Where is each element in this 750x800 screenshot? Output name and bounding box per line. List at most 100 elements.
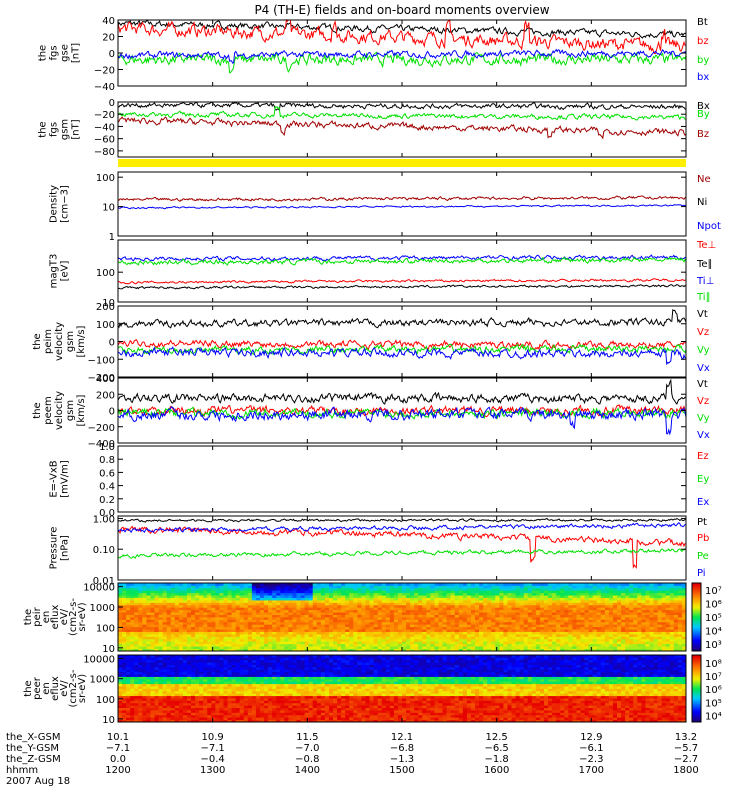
spectrogram-cell bbox=[328, 602, 334, 606]
spectrogram-cell bbox=[673, 636, 679, 640]
spectrogram-cell bbox=[625, 643, 630, 647]
spectrogram-cell bbox=[199, 600, 204, 603]
spectrogram-cell bbox=[280, 614, 285, 618]
spectrogram-cell bbox=[337, 631, 342, 635]
spectrogram-cell bbox=[438, 646, 443, 649]
series-line-by bbox=[117, 51, 687, 74]
spectrogram-cell bbox=[195, 674, 200, 677]
spectrogram-cell bbox=[580, 629, 585, 632]
spectrogram-cell bbox=[178, 662, 184, 665]
spectrogram-cell bbox=[337, 602, 342, 606]
spectrogram-cell bbox=[288, 607, 293, 611]
spectrogram-cell bbox=[170, 710, 176, 713]
spectrogram-cell bbox=[203, 634, 208, 637]
spectrogram-cell bbox=[544, 604, 549, 608]
y-tick-label: 0.10 bbox=[93, 545, 115, 556]
spectrogram-cell bbox=[556, 617, 561, 620]
spectrogram-cell bbox=[146, 643, 151, 647]
spectrogram-cell bbox=[560, 643, 565, 647]
spectrogram-cell bbox=[426, 617, 431, 620]
spectrogram-cell bbox=[320, 634, 326, 637]
spectrogram-cell bbox=[178, 607, 184, 611]
spectrogram-cell bbox=[389, 609, 395, 613]
spectrogram-cell bbox=[657, 609, 663, 613]
legend-Vt: Vt bbox=[697, 309, 708, 320]
spectrogram-cell bbox=[272, 648, 277, 652]
spectrogram-cell bbox=[604, 617, 610, 620]
spectrogram-cell bbox=[215, 688, 220, 692]
spectrogram-cell bbox=[600, 621, 606, 625]
spectrogram-cell bbox=[527, 641, 533, 645]
spectrogram-cell bbox=[462, 624, 468, 628]
spectrogram-cell bbox=[657, 597, 663, 601]
spectrogram-cell bbox=[495, 638, 500, 642]
spectrogram-cell bbox=[122, 690, 127, 694]
spectrogram-cell bbox=[158, 659, 164, 663]
spectrogram-cell bbox=[186, 683, 192, 687]
spectrogram-cell bbox=[373, 629, 379, 632]
spectrogram-cell bbox=[235, 643, 241, 647]
spectrogram-cell bbox=[118, 688, 123, 692]
spectrogram-cell bbox=[406, 592, 411, 596]
spectrogram-cell bbox=[312, 643, 318, 647]
spectrogram-cell bbox=[539, 643, 545, 647]
spectrogram-cell bbox=[511, 602, 516, 606]
spectrogram-cell bbox=[410, 621, 415, 625]
spectrogram-cell bbox=[231, 600, 237, 603]
spectrogram-cell bbox=[617, 621, 622, 625]
spectrogram-cell bbox=[304, 587, 310, 591]
spectrogram-cell bbox=[199, 636, 204, 640]
spectrogram-cell bbox=[118, 590, 123, 594]
spectrogram-cell bbox=[150, 659, 155, 663]
colorbar-cell bbox=[692, 645, 701, 648]
spectrogram-cell bbox=[304, 621, 310, 625]
spectrogram-cell bbox=[653, 641, 658, 645]
spectrogram-cell bbox=[426, 585, 431, 589]
spectrogram-cell bbox=[182, 678, 188, 682]
spectrogram-cell bbox=[255, 634, 261, 637]
spectrogram-cell bbox=[523, 624, 529, 628]
spectrogram-cell bbox=[365, 646, 370, 649]
spectrogram-cell bbox=[199, 607, 204, 611]
spectrogram-cell bbox=[377, 609, 383, 613]
spectrogram-cell bbox=[612, 636, 618, 640]
spectrogram-cell bbox=[219, 626, 224, 630]
spectrogram-cell bbox=[397, 626, 403, 630]
spectrogram-cell bbox=[170, 621, 176, 625]
spectrogram-cell bbox=[564, 646, 569, 649]
spectrogram-cell bbox=[162, 587, 168, 591]
spectrogram-cell bbox=[661, 619, 667, 623]
spectrogram-cell bbox=[657, 641, 663, 645]
spectrogram-cell bbox=[182, 693, 188, 697]
spectrogram-cell bbox=[126, 686, 131, 689]
spectrogram-cell bbox=[653, 590, 658, 594]
spectrogram-cell bbox=[191, 717, 196, 720]
spectrogram-cell bbox=[284, 629, 289, 632]
spectrogram-cell bbox=[612, 592, 618, 596]
spectrogram-cell bbox=[385, 609, 391, 613]
spectrogram-cell bbox=[272, 585, 277, 589]
spectrogram-cell bbox=[251, 631, 257, 635]
spectrogram-cell bbox=[357, 609, 362, 613]
spectrogram-cell bbox=[475, 619, 480, 623]
spectrogram-cell bbox=[462, 634, 468, 637]
spectrogram-cell bbox=[199, 666, 204, 670]
spectrogram-cell bbox=[369, 631, 374, 635]
spectrogram-cell bbox=[260, 624, 265, 628]
spectrogram-cell bbox=[316, 587, 322, 591]
spectrogram-cell bbox=[235, 595, 241, 598]
spectrogram-cell bbox=[661, 629, 667, 632]
spectrogram-cell bbox=[191, 681, 196, 685]
spectrogram-cell bbox=[523, 600, 529, 603]
spectrogram-cell bbox=[130, 659, 135, 663]
spectrogram-cell bbox=[552, 631, 557, 635]
spectrogram-cell bbox=[134, 602, 139, 606]
spectrogram-cell bbox=[191, 648, 196, 652]
spectrogram-cell bbox=[446, 597, 452, 601]
spectrogram-cell bbox=[369, 643, 374, 647]
spectrogram-cell bbox=[174, 595, 180, 598]
spectrogram-cell bbox=[186, 636, 192, 640]
spectrogram-cell bbox=[186, 659, 192, 663]
spectrogram-cell bbox=[349, 607, 354, 611]
spectrogram-cell bbox=[170, 702, 176, 706]
